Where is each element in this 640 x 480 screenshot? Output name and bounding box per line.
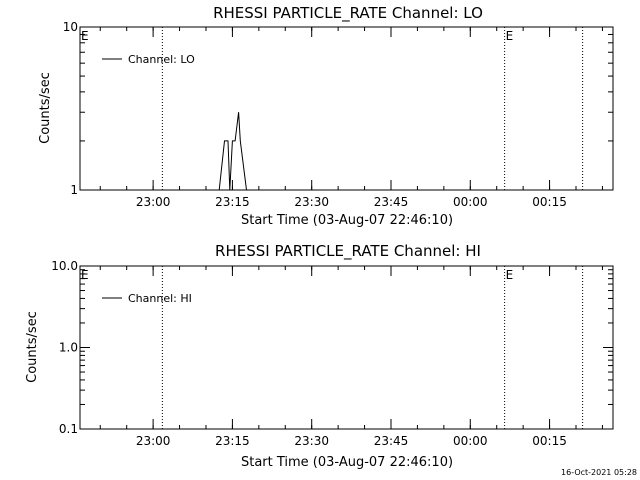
x-tick-label: 23:45 — [374, 434, 409, 448]
x-tick-label: 23:45 — [374, 195, 409, 209]
x-tick-label: 23:30 — [294, 434, 329, 448]
legend-label-hi: Channel: HI — [128, 292, 192, 305]
series-line — [218, 112, 247, 191]
panel-lo: RHESSI PARTICLE_RATE Channel: LO Counts/… — [38, 4, 614, 228]
x-tick-label: 23:00 — [136, 195, 171, 209]
y-axis-label-hi: Counts/sec — [25, 311, 40, 383]
x-tick-label: 23:00 — [136, 434, 171, 448]
plot-frame-lo — [79, 26, 614, 191]
x-tick-label: 00:00 — [453, 434, 488, 448]
x-tick-label: 00:00 — [453, 195, 488, 209]
x-ticks-hi: 23:00 23:15 23:30 23:45 00:00 00:15 — [99, 266, 603, 448]
panel-hi: RHESSI PARTICLE_RATE Channel: HI Counts/… — [25, 242, 614, 470]
y-ticks-lo: 1 10 — [63, 20, 613, 197]
x-tick-label: 23:30 — [294, 195, 329, 209]
series-lo — [218, 112, 247, 191]
legend-label-lo: Channel: LO — [128, 53, 195, 66]
event-marker-label: E — [506, 268, 514, 282]
event-marker-label: E — [81, 29, 89, 43]
x-axis-label-hi: Start Time (03-Aug-07 22:46:10) — [241, 455, 453, 470]
event-marker-label: E — [81, 268, 89, 282]
x-tick-label: 00:15 — [532, 195, 567, 209]
chart-title-hi: RHESSI PARTICLE_RATE Channel: HI — [215, 242, 481, 261]
legend-lo: Channel: LO — [102, 53, 195, 66]
y-tick-label: 10 — [63, 20, 78, 34]
y-tick-label: 1 — [70, 183, 78, 197]
x-axis-label-lo: Start Time (03-Aug-07 22:46:10) — [241, 213, 453, 228]
x-tick-label: 23:15 — [215, 195, 250, 209]
x-tick-label: 23:15 — [215, 434, 250, 448]
y-tick-label: 0.1 — [59, 422, 78, 436]
x-ticks-lo: 23:00 23:15 23:30 23:45 00:00 00:15 — [99, 27, 603, 209]
chart-title-lo: RHESSI PARTICLE_RATE Channel: LO — [213, 4, 483, 23]
legend-hi: Channel: HI — [102, 292, 192, 305]
y-ticks-hi: 0.1 1.0 10.0 — [51, 259, 613, 436]
generation-timestamp: 16-Oct-2021 05:28 — [561, 468, 637, 477]
y-tick-label: 1.0 — [59, 341, 78, 355]
x-tick-label: 00:15 — [532, 434, 567, 448]
event-marker-label: E — [506, 29, 514, 43]
y-tick-label: 10.0 — [51, 259, 78, 273]
y-axis-label-lo: Counts/sec — [38, 72, 53, 144]
plot-frame-hi — [79, 265, 614, 430]
